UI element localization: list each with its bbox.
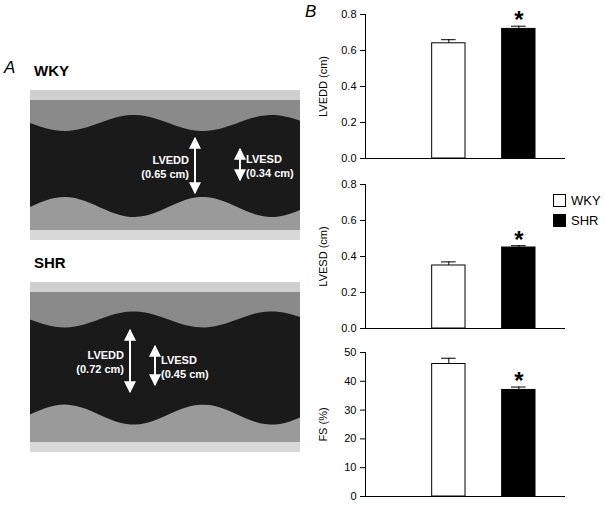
svg-text:0.6: 0.6	[341, 214, 356, 226]
svg-text:0: 0	[350, 490, 356, 502]
svg-text:LVEDD: LVEDD	[88, 349, 125, 361]
svg-text:LVESD (cm): LVESD (cm)	[317, 226, 329, 286]
svg-text:LVEDD (cm): LVEDD (cm)	[317, 56, 329, 117]
svg-text:0.0: 0.0	[341, 152, 356, 164]
svg-text:FS (%): FS (%)	[317, 407, 329, 441]
svg-text:0.2: 0.2	[341, 116, 356, 128]
svg-text:0.6: 0.6	[341, 44, 356, 56]
svg-text:(0.72 cm): (0.72 cm)	[76, 363, 124, 375]
svg-text:*: *	[514, 367, 524, 394]
svg-text:(0.34 cm): (0.34 cm)	[246, 167, 294, 179]
html-text:SHR: SHR	[571, 212, 599, 228]
svg-text:10: 10	[344, 461, 356, 473]
html-text:WKY: WKY	[571, 192, 601, 208]
svg-text:LVESD: LVESD	[161, 354, 197, 366]
svg-text:0.8: 0.8	[341, 178, 356, 190]
svg-text:0.8: 0.8	[341, 8, 356, 20]
svg-text:0.0: 0.0	[341, 322, 356, 334]
svg-text:LVEDD: LVEDD	[153, 154, 190, 166]
svg-text:WKY: WKY	[34, 62, 69, 79]
svg-text:0.4: 0.4	[341, 250, 356, 262]
svg-text:20: 20	[344, 432, 356, 444]
html-text:A: A	[4, 58, 16, 77]
svg-text:(0.45 cm): (0.45 cm)	[161, 368, 209, 380]
svg-text:40: 40	[344, 375, 356, 387]
svg-text:*: *	[514, 6, 524, 33]
svg-text:SHR: SHR	[34, 254, 66, 271]
html-text:B: B	[305, 2, 317, 21]
svg-text:(0.65 cm): (0.65 cm)	[141, 168, 189, 180]
svg-text:0.4: 0.4	[341, 80, 356, 92]
svg-text:*: *	[514, 226, 524, 253]
svg-text:30: 30	[344, 404, 356, 416]
svg-text:50: 50	[344, 346, 356, 358]
svg-text:LVESD: LVESD	[246, 153, 282, 165]
svg-text:0.2: 0.2	[341, 286, 356, 298]
